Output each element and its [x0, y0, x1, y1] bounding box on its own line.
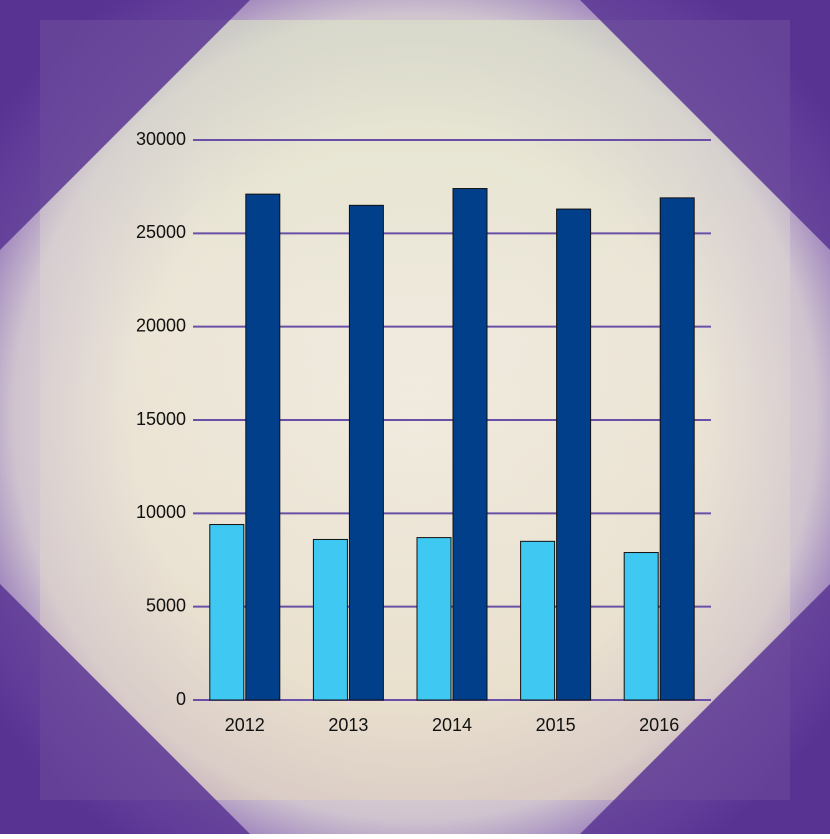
y-tick-label: 5000 — [146, 595, 186, 615]
bar — [556, 208, 592, 701]
y-tick-label: 10000 — [136, 502, 186, 522]
bar — [623, 552, 659, 701]
x-tick-label: 2015 — [536, 715, 576, 735]
y-tick-label: 0 — [176, 689, 186, 709]
bar — [348, 204, 384, 701]
bar — [312, 538, 348, 701]
y-tick-label: 15000 — [136, 409, 186, 429]
corner — [0, 584, 250, 834]
bar — [659, 197, 695, 701]
x-tick-label: 2016 — [639, 715, 679, 735]
y-tick-label: 20000 — [136, 315, 186, 335]
corner — [580, 584, 830, 834]
bar — [452, 188, 488, 701]
x-tick-label: 2012 — [225, 715, 265, 735]
y-tick-label: 30000 — [136, 129, 186, 149]
x-tick-label: 2013 — [328, 715, 368, 735]
bar — [209, 524, 245, 701]
bar — [520, 540, 556, 701]
bar — [245, 193, 281, 701]
bar — [416, 537, 452, 701]
plot-area: 0 5000 10000 15000 20000 25000 30000 2012 2013 20… — [136, 129, 711, 735]
corner — [0, 0, 250, 250]
y-tick-label: 25000 — [136, 222, 186, 242]
corner — [580, 0, 830, 250]
x-tick-label: 2014 — [432, 715, 472, 735]
